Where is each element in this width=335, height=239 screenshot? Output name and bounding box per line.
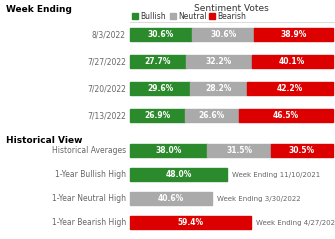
Text: Week Ending 4/27/2022: Week Ending 4/27/2022: [256, 219, 335, 226]
Text: Week Ending 11/10/2021: Week Ending 11/10/2021: [232, 172, 321, 178]
Bar: [130, 216, 251, 229]
Text: 31.5%: 31.5%: [226, 146, 252, 155]
Bar: [130, 82, 190, 95]
Bar: [209, 13, 215, 19]
Bar: [247, 82, 333, 95]
Text: 30.5%: 30.5%: [289, 146, 315, 155]
Bar: [130, 168, 227, 181]
Bar: [130, 55, 186, 68]
Bar: [132, 13, 138, 19]
Text: 38.0%: 38.0%: [155, 146, 182, 155]
Text: Historical View: Historical View: [6, 136, 82, 145]
Bar: [171, 13, 177, 19]
Text: 1-Year Bullish High: 1-Year Bullish High: [55, 170, 126, 179]
Text: 1-Year Bearish High: 1-Year Bearish High: [52, 218, 126, 227]
Bar: [130, 109, 185, 122]
Text: Week Ending 3/30/2022: Week Ending 3/30/2022: [217, 196, 301, 201]
Bar: [190, 82, 247, 95]
Text: Bearish: Bearish: [217, 11, 246, 21]
Bar: [271, 144, 333, 157]
Text: 8/3/2022: 8/3/2022: [92, 30, 126, 39]
Text: 46.5%: 46.5%: [273, 111, 299, 120]
Text: 28.2%: 28.2%: [206, 84, 232, 93]
Text: 26.9%: 26.9%: [144, 111, 171, 120]
Bar: [252, 55, 333, 68]
Text: 7/13/2022: 7/13/2022: [87, 111, 126, 120]
Text: Bullish: Bullish: [140, 11, 165, 21]
Bar: [192, 28, 254, 41]
Text: 40.1%: 40.1%: [279, 57, 306, 66]
Bar: [239, 109, 333, 122]
Text: Neutral: Neutral: [179, 11, 207, 21]
Text: Week Ending: Week Ending: [6, 5, 72, 14]
Text: 40.6%: 40.6%: [158, 194, 184, 203]
Text: 42.2%: 42.2%: [277, 84, 303, 93]
Text: 27.7%: 27.7%: [145, 57, 172, 66]
Bar: [254, 28, 333, 41]
Bar: [130, 192, 212, 205]
Text: 7/27/2022: 7/27/2022: [87, 57, 126, 66]
Bar: [186, 55, 252, 68]
Text: 26.6%: 26.6%: [198, 111, 225, 120]
Bar: [130, 144, 207, 157]
Text: 29.6%: 29.6%: [147, 84, 173, 93]
Text: 32.2%: 32.2%: [206, 57, 232, 66]
Bar: [185, 109, 239, 122]
Text: 7/20/2022: 7/20/2022: [87, 84, 126, 93]
Text: 30.6%: 30.6%: [148, 30, 174, 39]
Text: 30.6%: 30.6%: [210, 30, 236, 39]
Text: Historical Averages: Historical Averages: [52, 146, 126, 155]
Text: 38.9%: 38.9%: [280, 30, 307, 39]
Text: 48.0%: 48.0%: [165, 170, 192, 179]
Text: 59.4%: 59.4%: [177, 218, 203, 227]
Text: 1-Year Neutral High: 1-Year Neutral High: [52, 194, 126, 203]
Bar: [207, 144, 271, 157]
Bar: [130, 28, 192, 41]
Text: Sentiment Votes: Sentiment Votes: [194, 4, 269, 13]
